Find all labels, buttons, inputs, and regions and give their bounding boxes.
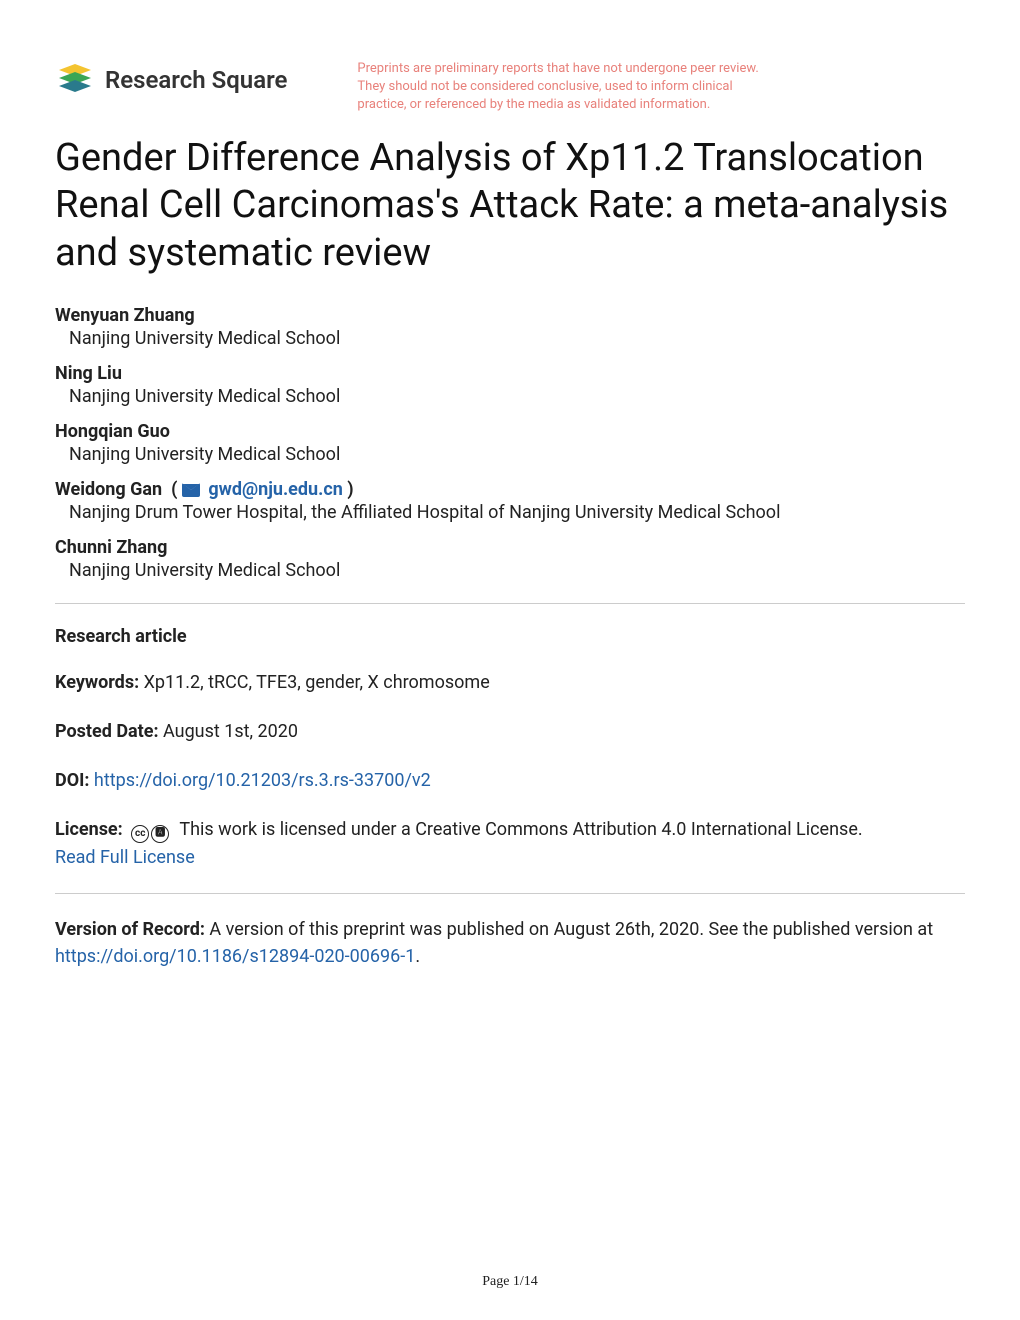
keywords-row: Keywords: Xp11.2, tRCC, TFE3, gender, X … xyxy=(55,669,965,696)
article-type-label: Research article xyxy=(55,626,965,647)
license-row: License: cc🅰 This work is licensed under… xyxy=(55,816,965,871)
author-email-link[interactable]: gwd@nju.edu.cn xyxy=(208,479,342,500)
keywords-value: Xp11.2, tRCC, TFE3, gender, X chromosome xyxy=(144,672,490,693)
license-link[interactable]: Read Full License xyxy=(55,847,195,868)
author-block: Chunni Zhang Nanjing University Medical … xyxy=(55,537,965,581)
posted-date-row: Posted Date: August 1st, 2020 xyxy=(55,718,965,745)
author-block: Ning Liu Nanjing University Medical Scho… xyxy=(55,363,965,407)
keywords-label: Keywords: xyxy=(55,672,139,693)
author-name: Ning Liu xyxy=(55,363,965,384)
posted-date-label: Posted Date: xyxy=(55,721,159,742)
version-text: A version of this preprint was published… xyxy=(209,919,933,940)
doi-label: DOI: xyxy=(55,770,89,791)
article-title: Gender Difference Analysis of Xp11.2 Tra… xyxy=(55,135,965,278)
research-square-logo-icon xyxy=(55,60,95,100)
license-label: License: xyxy=(55,819,123,840)
page-number: Page 1/14 xyxy=(482,1274,538,1290)
author-name: Chunni Zhang xyxy=(55,537,965,558)
author-name: Weidong Gan xyxy=(55,479,162,500)
header-row: Research Square Preprints are preliminar… xyxy=(55,60,965,115)
logo-container: Research Square xyxy=(55,60,287,100)
author-affiliation: Nanjing University Medical School xyxy=(55,560,965,581)
paren-open: ( xyxy=(167,479,182,500)
by-icon: 🅰 xyxy=(151,825,169,843)
author-block: Wenyuan Zhuang Nanjing University Medica… xyxy=(55,305,965,349)
author-name: Wenyuan Zhuang xyxy=(55,305,965,326)
author-affiliation: Nanjing University Medical School xyxy=(55,386,965,407)
period: . xyxy=(415,946,420,967)
author-name-with-email: Weidong Gan ( gwd@nju.edu.cn ) xyxy=(55,479,965,500)
paren-close: ) xyxy=(347,479,353,500)
author-block: Weidong Gan ( gwd@nju.edu.cn ) Nanjing D… xyxy=(55,479,965,523)
author-block: Hongqian Guo Nanjing University Medical … xyxy=(55,421,965,465)
preprint-disclaimer: Preprints are preliminary reports that h… xyxy=(357,60,777,115)
cc-icon: cc xyxy=(131,825,149,843)
version-label: Version of Record: xyxy=(55,919,205,940)
author-affiliation: Nanjing University Medical School xyxy=(55,328,965,349)
section-divider xyxy=(55,893,965,894)
section-divider xyxy=(55,603,965,604)
author-name: Hongqian Guo xyxy=(55,421,965,442)
license-icons: cc🅰 xyxy=(131,817,171,844)
posted-date-value: August 1st, 2020 xyxy=(163,721,298,742)
author-affiliation: Nanjing Drum Tower Hospital, the Affilia… xyxy=(55,502,965,523)
version-link[interactable]: https://doi.org/10.1186/s12894-020-00696… xyxy=(55,946,415,967)
author-affiliation: Nanjing University Medical School xyxy=(55,444,965,465)
doi-link[interactable]: https://doi.org/10.21203/rs.3.rs-33700/v… xyxy=(94,770,431,791)
logo-text: Research Square xyxy=(105,66,287,94)
version-row: Version of Record: A version of this pre… xyxy=(55,916,965,970)
doi-row: DOI: https://doi.org/10.21203/rs.3.rs-33… xyxy=(55,767,965,794)
license-text: This work is licensed under a Creative C… xyxy=(179,819,862,840)
envelope-icon xyxy=(182,483,200,497)
